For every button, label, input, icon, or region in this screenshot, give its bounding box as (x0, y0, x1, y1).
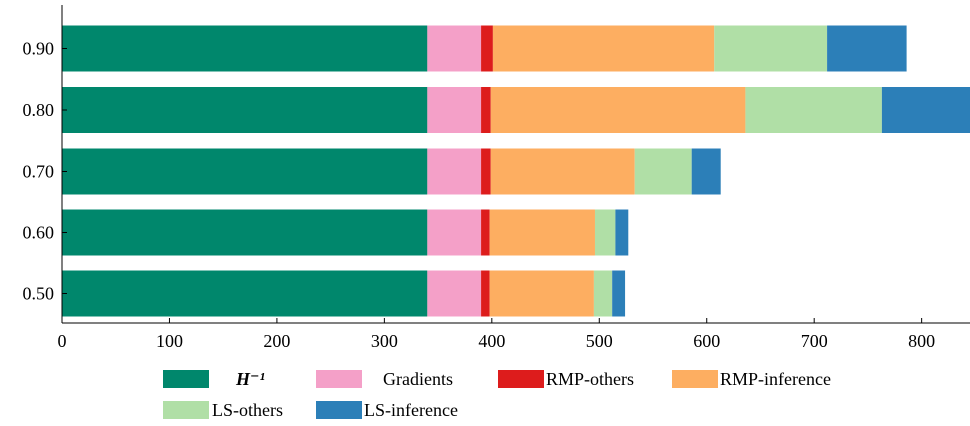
bar-segment-rmp-others-0-70 (481, 148, 491, 195)
x-tick-label: 400 (478, 331, 505, 351)
y-tick-label: 0.80 (23, 100, 55, 120)
legend-swatch-rmp-others (498, 370, 544, 388)
x-tick-label: 600 (693, 331, 720, 351)
bar-segment-ls-others-0-50 (593, 270, 613, 317)
legend-label-rmp-others: RMP-others (546, 369, 634, 389)
legend-swatch-gradients (316, 370, 362, 388)
legend-label-h-: H⁻¹ (235, 369, 265, 389)
bar-segment-h--0-80 (62, 87, 428, 133)
bar-segment-rmp-inference-0-60 (489, 209, 595, 256)
bar-segment-rmp-others-0-60 (481, 209, 490, 256)
x-tick-label: 300 (371, 331, 398, 351)
legend-swatch-ls-others (163, 401, 209, 419)
x-tick-label: 500 (586, 331, 613, 351)
bar-segment-h--0-70 (62, 148, 428, 195)
legend-swatch-rmp-inference (672, 370, 718, 388)
bar-segment-ls-inference-0-80 (881, 87, 970, 133)
bar-segment-ls-inference-0-50 (612, 270, 626, 317)
legend-swatch-ls-inference (316, 401, 362, 419)
y-tick-label: 0.60 (23, 223, 55, 243)
legend: H⁻¹ Gradients RMP-others RMP-inference LS-ot… (163, 369, 831, 420)
x-tick-label: 700 (801, 331, 828, 351)
bar-segment-gradients-0-70 (427, 148, 482, 195)
bar-segment-ls-inference-0-60 (615, 209, 629, 256)
bar-segment-rmp-others-0-90 (481, 25, 493, 72)
bar-segment-ls-others-0-60 (594, 209, 616, 256)
bar-segment-h--0-90 (62, 25, 428, 72)
bar-segment-gradients-0-90 (427, 25, 482, 72)
bar-segment-ls-others-0-80 (745, 87, 882, 133)
bars-group (62, 25, 970, 317)
bar-segment-h--0-60 (62, 209, 428, 256)
legend-label-ls-others: LS-others (212, 400, 283, 420)
bar-segment-rmp-inference-0-90 (492, 25, 715, 72)
bar-segment-ls-others-0-90 (714, 25, 828, 72)
y-tick-label: 0.50 (23, 284, 55, 304)
y-tick-label: 0.70 (23, 162, 55, 182)
bar-segment-ls-others-0-70 (634, 148, 692, 195)
x-tick-label: 0 (58, 331, 67, 351)
bar-segment-ls-inference-0-70 (691, 148, 721, 195)
x-tick-label: 200 (263, 331, 290, 351)
legend-label-gradients: Gradients (383, 369, 453, 389)
bar-segment-rmp-inference-0-80 (490, 87, 746, 133)
bar-segment-rmp-inference-0-50 (489, 270, 594, 317)
bar-segment-gradients-0-50 (427, 270, 482, 317)
y-tick-label: 0.90 (23, 39, 55, 59)
axes-group: 0 100 200 300 400 500 600 700 800 0.50 0.60 0.70 0.8… (23, 5, 970, 351)
bar-segment-rmp-others-0-80 (481, 87, 491, 133)
legend-swatch-h- (163, 370, 209, 388)
bar-segment-ls-inference-0-90 (827, 25, 907, 72)
legend-label-ls-inference: LS-inference (364, 400, 458, 420)
x-tick-label: 800 (908, 331, 935, 351)
bar-segment-rmp-others-0-50 (481, 270, 490, 317)
bar-segment-gradients-0-60 (427, 209, 482, 256)
legend-label-rmp-inference: RMP-inference (720, 369, 831, 389)
bar-segment-gradients-0-80 (427, 87, 482, 133)
bar-segment-h--0-50 (62, 270, 428, 317)
bar-segment-rmp-inference-0-70 (490, 148, 635, 195)
x-tick-label: 100 (156, 331, 183, 351)
